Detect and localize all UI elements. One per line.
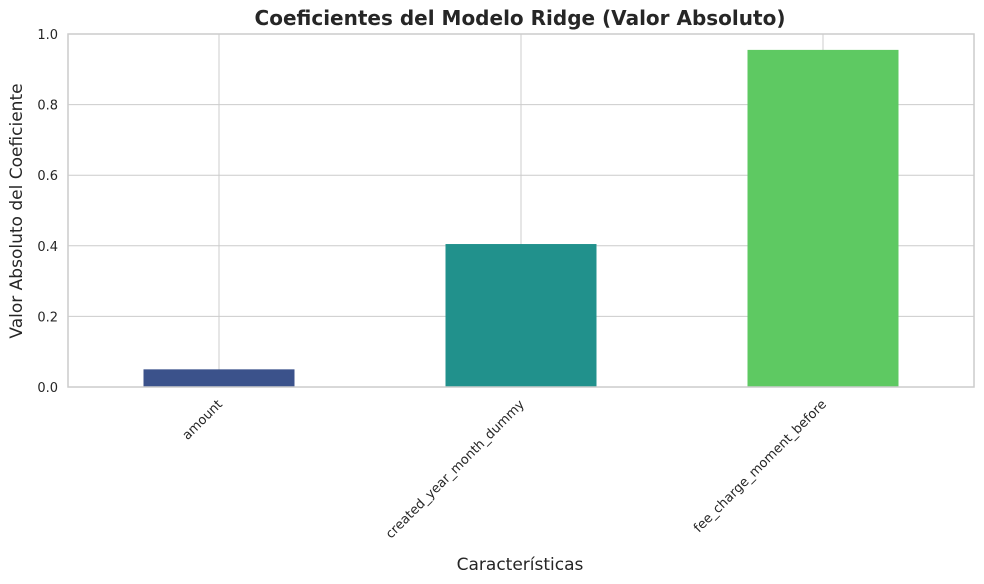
bar-amount [143,369,295,387]
y-tick-label: 0.6 [37,169,58,184]
y-tick-label: 0.2 [37,310,58,325]
y-tick-labels: 0.0 0.2 0.4 0.6 0.8 1.0 [37,28,58,396]
bar-created-year-month-dummy [445,244,597,387]
bar-fee-charge-moment-before [747,49,899,387]
x-tick-label: fee_charge_moment_before [691,397,830,536]
x-tick-label: amount [180,397,226,443]
y-tick-label: 1.0 [37,28,58,43]
y-tick-label: 0.0 [37,381,58,396]
y-tick-label: 0.8 [37,99,58,114]
x-tick-labels: amount created_year_month_dummy fee_charge… [180,397,830,542]
x-tick-label: created_year_month_dummy [383,397,528,542]
plot-frame [67,33,975,388]
bars [143,49,899,387]
y-tick-label: 0.4 [37,240,58,255]
y-axis-label: Valor Absoluto del Coeficiente [7,83,27,338]
x-axis-label: Características [457,555,584,575]
chart-title: Coeficientes del Modelo Ridge (Valor Abs… [255,6,786,30]
